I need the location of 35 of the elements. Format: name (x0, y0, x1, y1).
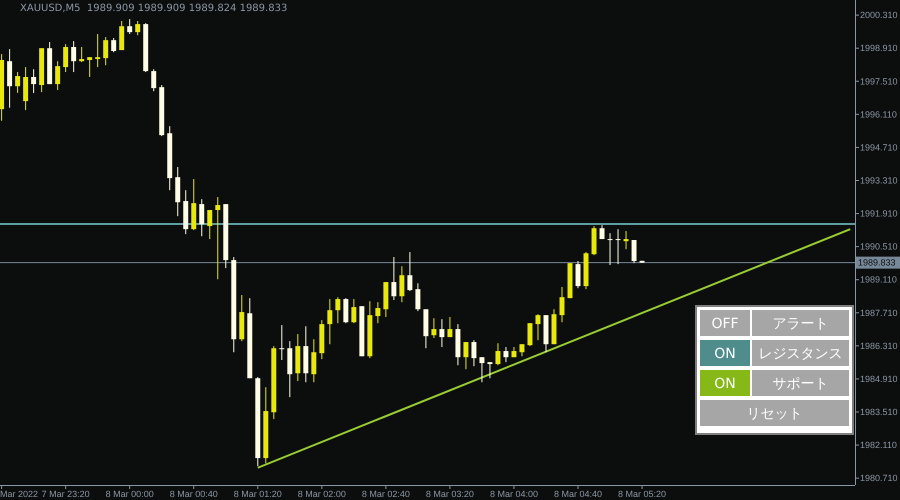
y-tick-label: 2000.310 (860, 10, 898, 20)
y-tick-label: 1987.710 (860, 308, 898, 318)
y-tick-label: 1990.510 (860, 242, 898, 252)
y-tick-label: 1983.510 (860, 407, 898, 417)
annotation: レジスタンス (758, 346, 842, 362)
chart-title: XAUUSD,M5 1989.909 1989.909 1989.824 1989.833 (20, 3, 288, 14)
y-tick-label: 1997.510 (860, 76, 898, 86)
y-tick-label: 1994.710 (860, 142, 898, 152)
y-tick-label: 1980.710 (860, 473, 898, 484)
annotation: ON (714, 376, 736, 392)
annotation: OFF (711, 316, 739, 332)
y-tick-label: 1984.910 (860, 374, 898, 384)
y-tick-label: 1986.310 (860, 340, 898, 351)
annotation: サポート (772, 376, 828, 392)
ref-line-label: 1989.833 (858, 258, 896, 268)
x-tick-label: 8 Mar 00:00 (106, 489, 154, 499)
y-tick-label: 1998.910 (860, 43, 898, 54)
x-tick-label: 8 Mar 04:40 (554, 489, 602, 499)
y-tick-label: 1982.110 (860, 440, 897, 450)
x-tick-label: 8 Mar 04:00 (490, 489, 538, 499)
x-tick-label: 8 Mar 02:40 (362, 489, 410, 499)
x-tick-label: 7 Mar 23:20 (42, 489, 90, 499)
x-tick-label: 8 Mar 03:20 (426, 489, 474, 499)
x-tick-label: 8 Mar 05:20 (618, 489, 666, 499)
y-tick-label: 1996.110 (860, 109, 897, 120)
x-tick-label: 8 Mar 01:20 (234, 489, 282, 499)
x-tick-label: 8 Mar 02:00 (298, 489, 346, 499)
y-tick-label: 1991.910 (860, 208, 898, 219)
x-tick-label: 8 Mar 00:40 (170, 489, 218, 499)
x-tick-label: Mar 2022 (0, 489, 38, 499)
annotation: アラート (772, 316, 828, 332)
annotation: リセット (746, 406, 802, 422)
annotation: ON (714, 346, 736, 362)
y-tick-label: 1993.310 (860, 175, 898, 186)
y-tick-label: 1989.110 (860, 274, 897, 285)
